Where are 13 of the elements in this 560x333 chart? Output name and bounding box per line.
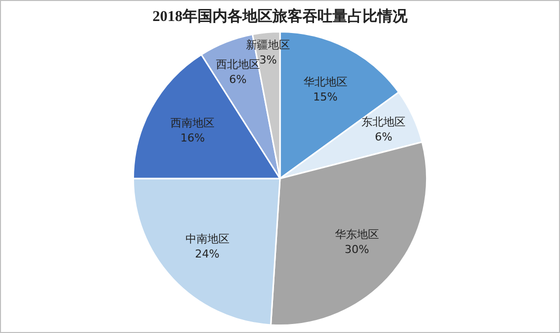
data-label: 16% xyxy=(180,131,205,144)
slice-label: 东北地区 xyxy=(362,116,406,129)
data-label: 24% xyxy=(195,248,220,261)
data-label: 6% xyxy=(229,72,247,86)
chart-title: 2018年国内各地区旅客吞吐量占比情况 xyxy=(152,7,408,26)
data-label: 6% xyxy=(374,130,392,144)
data-label: 3% xyxy=(259,54,277,67)
data-label: 30% xyxy=(344,242,370,256)
slice-label: 西南地区 xyxy=(170,116,215,130)
slice-label: 华东地区 xyxy=(334,228,379,241)
slice-label: 华北地区 xyxy=(303,75,348,88)
slice-label: 中南地区 xyxy=(185,232,230,246)
data-label: 15% xyxy=(313,90,338,104)
